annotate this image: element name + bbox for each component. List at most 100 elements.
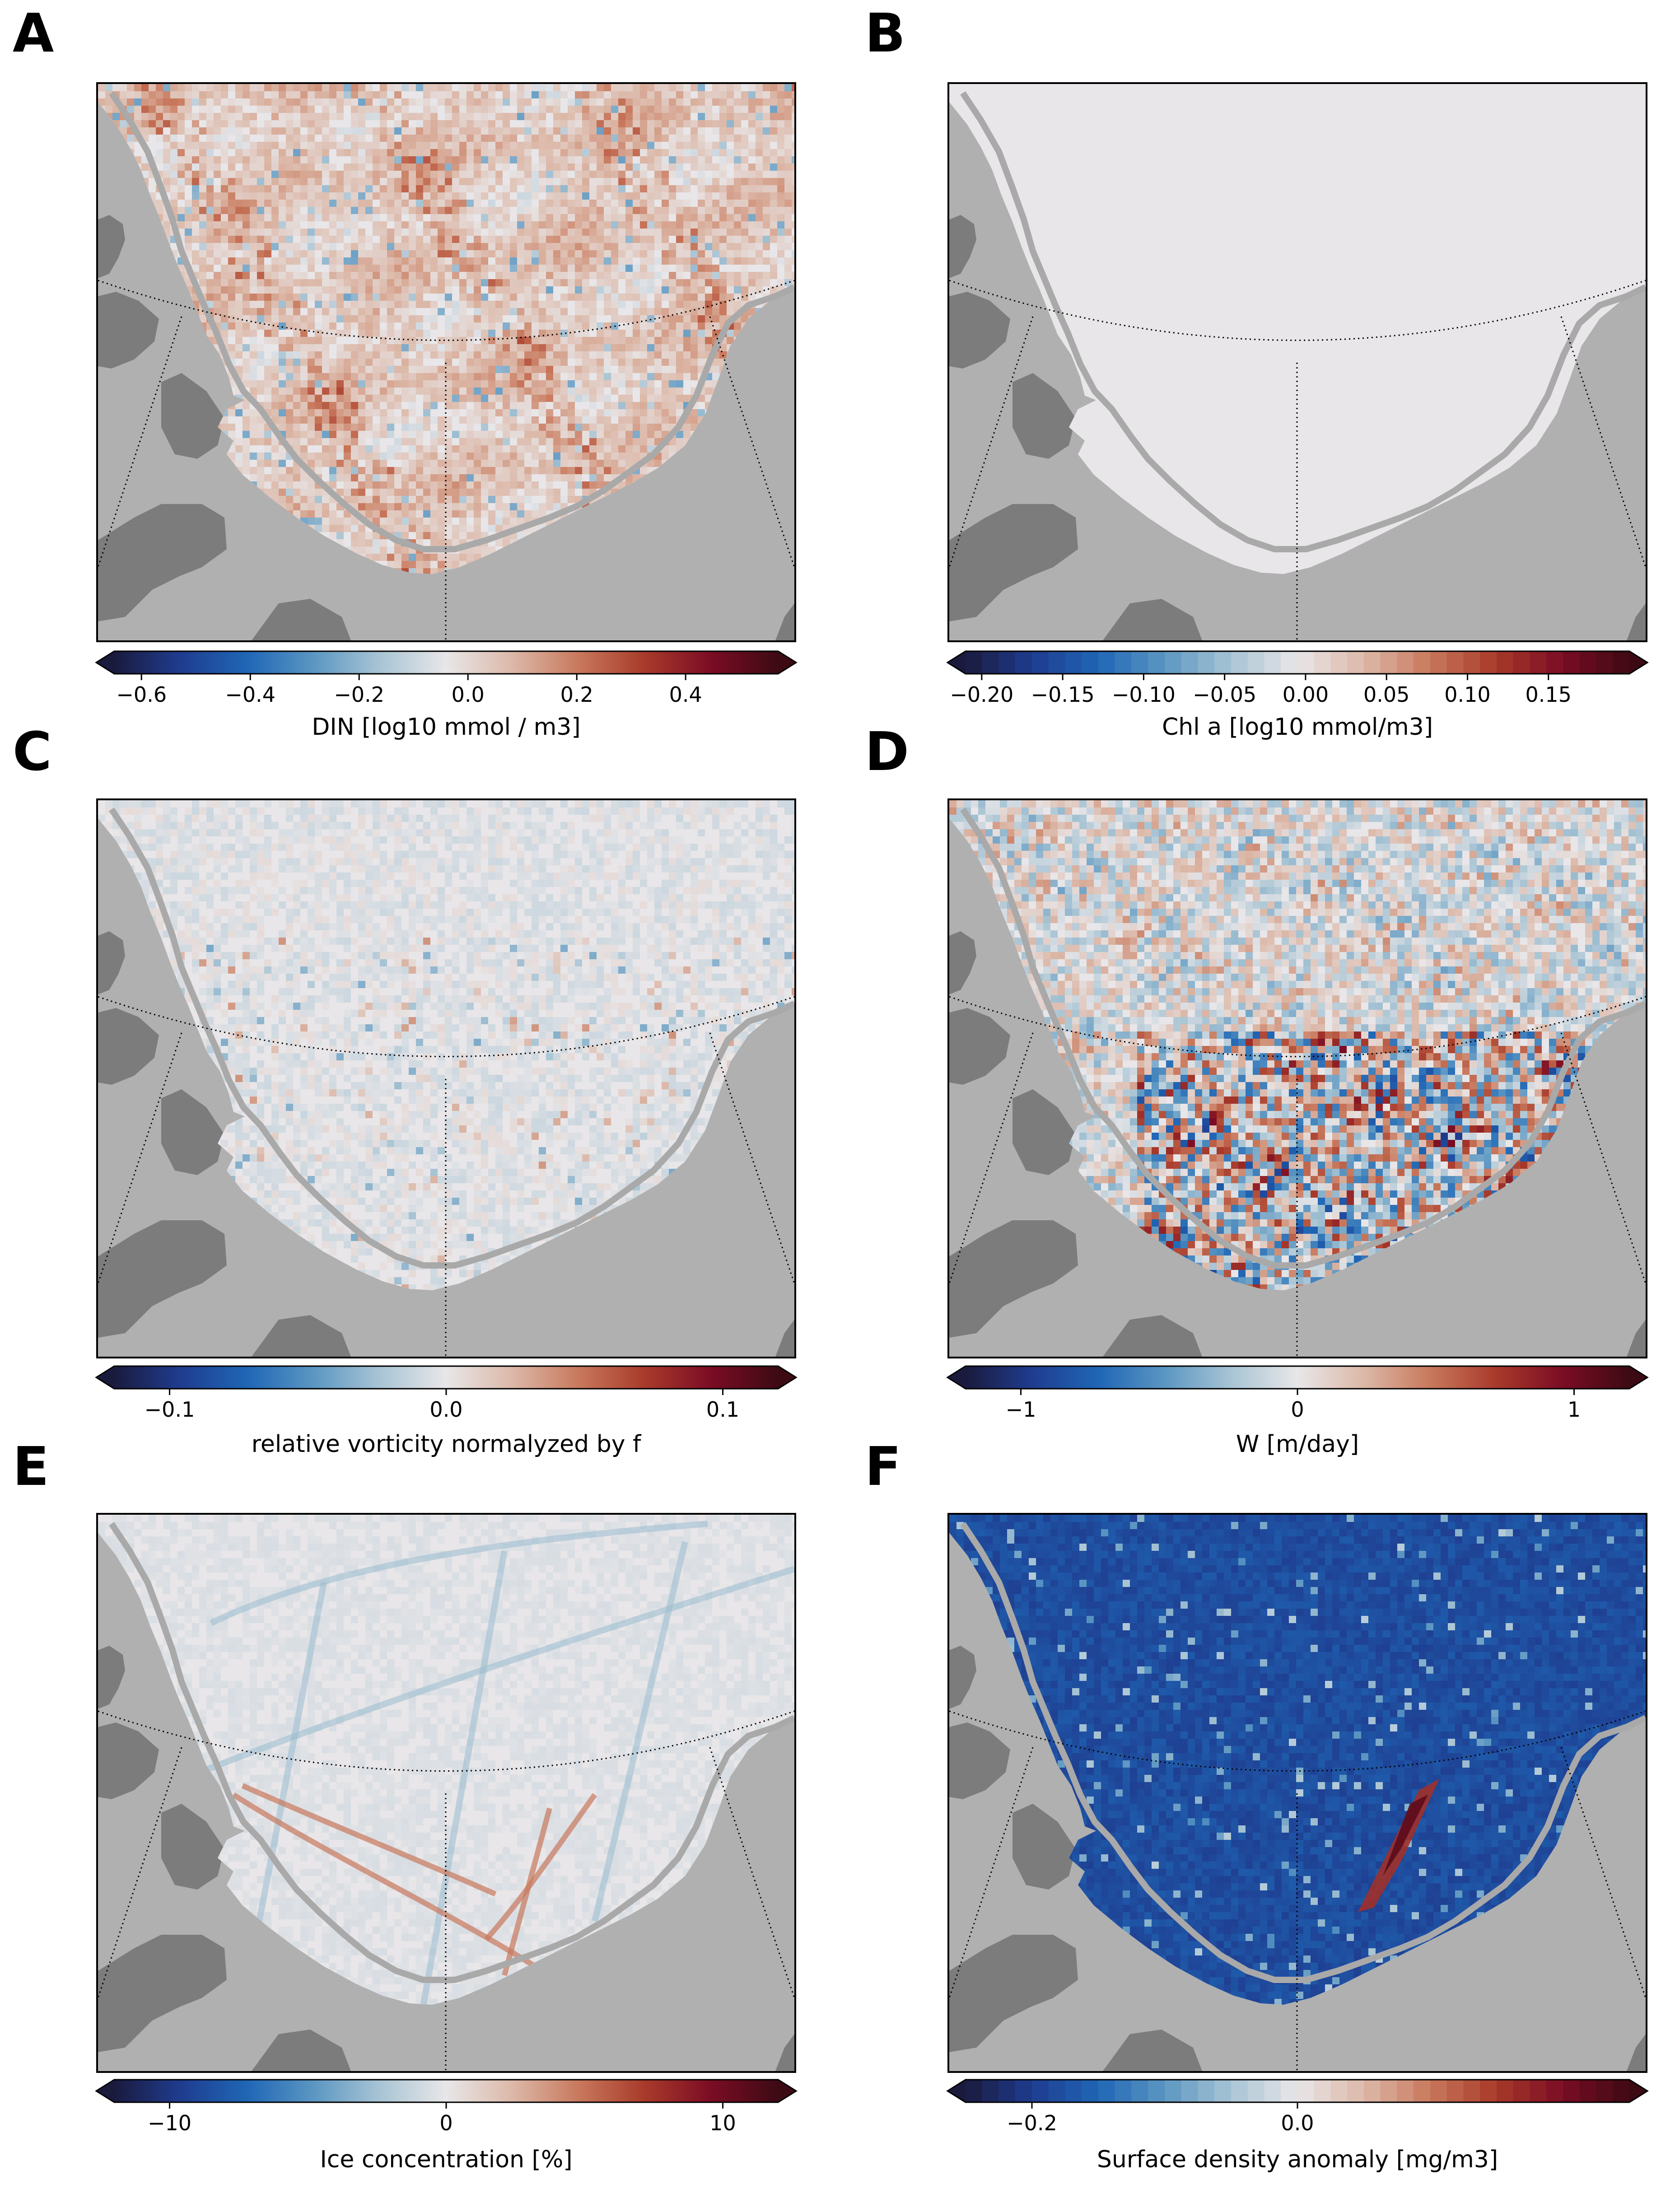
field-cell [604,279,611,286]
field-cell [373,98,380,106]
field-cell [416,344,423,351]
field-cell [459,431,467,438]
field-cell [532,84,539,91]
field-cell [618,142,625,149]
field-cell [517,229,524,236]
field-cell [300,142,308,149]
field-cell [177,214,185,221]
field-cell [308,286,315,294]
field-cell [380,474,387,481]
field-cell [365,178,373,185]
field-cell [604,149,611,156]
field-cell [539,156,546,163]
field-cell [279,229,286,236]
field-cell [691,221,698,229]
field-cell [380,373,387,380]
field-cell [734,294,741,301]
field-cell [582,337,589,344]
field-cell [438,178,445,185]
field-cell [691,286,698,294]
field-cell [315,395,322,402]
field-cell [510,409,517,416]
field-cell [365,91,373,98]
field-cell [546,387,553,395]
field-cell [748,250,756,257]
field-cell [459,149,467,156]
field-cell [329,409,336,416]
field-cell [322,409,329,416]
field-cell [625,315,633,322]
field-cell [185,98,192,106]
land-dark [98,292,159,369]
field-cell [654,149,662,156]
field-cell [676,402,683,409]
field-cell [387,445,394,453]
field-cell [351,98,358,106]
field-cell [257,279,264,286]
field-cell [763,200,770,207]
field-cell [228,424,235,431]
field-cell [286,156,293,163]
field-cell [618,481,625,489]
field-cell [300,214,308,221]
field-cell [452,135,459,142]
field-cell [654,178,662,185]
field-cell [481,424,488,431]
field-cell [423,185,430,192]
field-cell [517,359,524,366]
field-cell [575,359,582,366]
field-cell [214,185,221,192]
field-cell [604,344,611,351]
field-cell [380,387,387,395]
field-cell [351,366,358,373]
field-cell [315,308,322,315]
field-cell [604,330,611,337]
field-cell [517,207,524,214]
field-cell [409,127,416,135]
field-cell [452,467,459,474]
field-cell [792,113,794,120]
field-cell [344,142,351,149]
field-cell [329,402,336,409]
field-cell [199,142,206,149]
field-cell [770,120,777,127]
field-cell [517,424,524,431]
field-cell [206,294,214,301]
field-cell [351,481,358,489]
field-cell [293,445,300,453]
field-cell [727,113,734,120]
field-cell [373,387,380,395]
field-cell [336,460,344,467]
field-cell [748,120,756,127]
field-cell [279,416,286,424]
field-cell [495,395,503,402]
field-cell [524,156,532,163]
field-cell [517,257,524,265]
field-cell [524,135,532,142]
field-cell [560,163,568,171]
field-cell [517,127,524,135]
field-cell [257,286,264,294]
field-cell [365,424,373,431]
field-cell [770,265,777,272]
field-cell [662,214,669,221]
field-cell [271,142,279,149]
field-cell [712,243,719,250]
field-cell [271,438,279,445]
field-cell [430,402,438,409]
field-cell [235,171,243,178]
field-cell [474,106,481,113]
field-cell [582,294,589,301]
field-cell [373,330,380,337]
field-cell [698,286,705,294]
field-cell [127,135,134,142]
field-cell [524,445,532,453]
field-cell [308,424,315,431]
field-cell [387,135,394,142]
field-cell [777,257,784,265]
field-cell [308,243,315,250]
field-cell [510,236,517,243]
field-cell [380,431,387,438]
field-cell [611,98,618,106]
field-cell [712,91,719,98]
